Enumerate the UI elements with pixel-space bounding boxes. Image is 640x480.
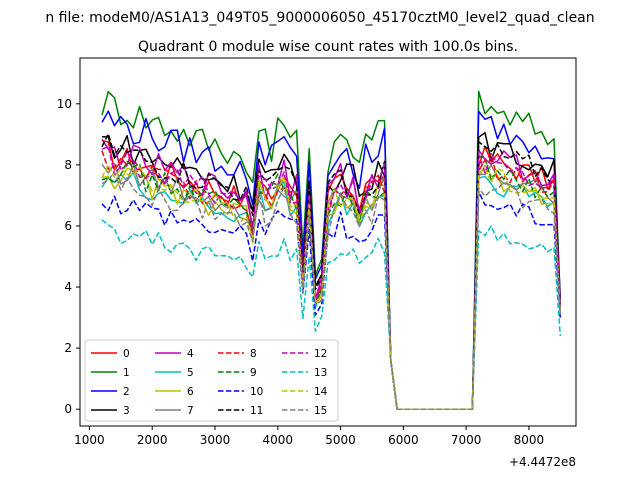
y-tick-label: 4 — [64, 280, 72, 294]
y-tick-label: 10 — [57, 97, 72, 111]
legend-label-14: 14 — [314, 386, 328, 398]
x-tick-label: 2000 — [137, 433, 168, 447]
legend-label-0: 0 — [123, 348, 130, 360]
legend-label-2: 2 — [123, 386, 130, 398]
y-tick-label: 6 — [64, 219, 72, 233]
legend-label-8: 8 — [250, 348, 257, 360]
x-tick-label: 4000 — [262, 433, 293, 447]
series-line-6 — [101, 164, 562, 410]
x-axis-ticks: 1000 2000 3000 4000 5000 6000 7000 8000 — [74, 426, 544, 447]
y-tick-label: 0 — [64, 402, 72, 416]
legend-label-6: 6 — [187, 386, 194, 398]
series-line-11 — [101, 133, 562, 410]
x-tick-label: 7000 — [451, 433, 482, 447]
legend-label-4: 4 — [187, 348, 194, 360]
series-line-15 — [101, 171, 562, 410]
legend-label-12: 12 — [314, 348, 327, 360]
y-tick-label: 2 — [64, 341, 72, 355]
series-line-13 — [101, 219, 562, 410]
y-axis-ticks: 0 2 4 6 8 10 — [57, 97, 80, 416]
x-axis-offset-label: +4.4472e8 — [509, 455, 576, 469]
series-line-3 — [101, 131, 562, 410]
x-tick-label: 3000 — [200, 433, 231, 447]
legend-label-1: 1 — [123, 367, 130, 379]
y-tick-label: 8 — [64, 158, 72, 172]
x-tick-label: 8000 — [514, 433, 545, 447]
x-tick-label: 6000 — [388, 433, 419, 447]
figure-suptitle: n file: modeM0/AS1A13_049T05_9000006050_… — [45, 10, 594, 26]
series-line-12 — [101, 145, 562, 410]
axes-frame — [79, 57, 577, 427]
x-tick-label: 5000 — [325, 433, 356, 447]
series-line-10 — [101, 190, 562, 410]
plot-area — [79, 57, 577, 427]
legend-label-9: 9 — [250, 367, 257, 379]
legend-label-7: 7 — [187, 405, 194, 417]
series-layer — [101, 90, 562, 410]
legend-label-13: 13 — [314, 367, 327, 379]
legend-label-11: 11 — [250, 405, 263, 417]
legend-label-15: 15 — [314, 405, 327, 417]
legend-label-10: 10 — [250, 386, 263, 398]
series-line-9 — [101, 155, 562, 410]
legend-label-3: 3 — [123, 405, 130, 417]
x-tick-label: 1000 — [74, 433, 105, 447]
legend-label-5: 5 — [187, 367, 194, 379]
series-line-2 — [101, 110, 562, 410]
series-line-14 — [101, 164, 562, 410]
chart-title: Quadrant 0 module wise count rates with … — [138, 39, 518, 55]
legend-frame — [84, 339, 339, 422]
